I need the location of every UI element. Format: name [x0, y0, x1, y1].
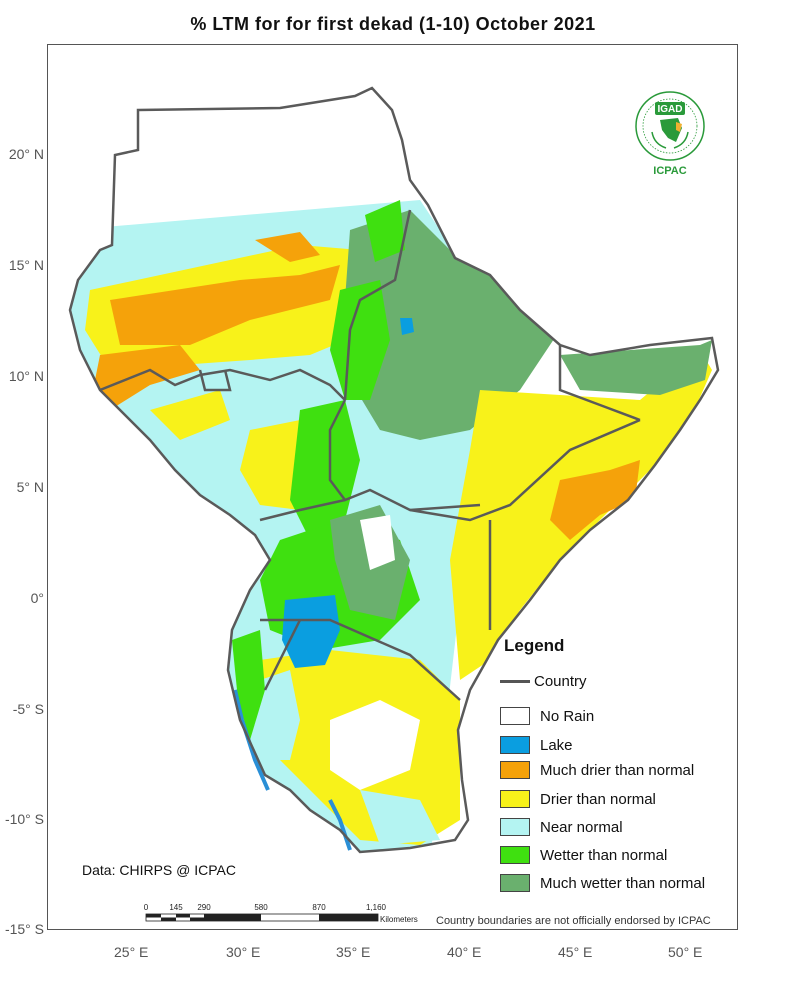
legend-label: Wetter than normal [540, 846, 668, 864]
scale-bar: 0 145 290 580 870 1,160 Kilometers [120, 898, 450, 928]
legend-swatch [500, 761, 530, 779]
legend-label: Drier than normal [540, 790, 656, 808]
scale-tick-label: 580 [254, 903, 268, 912]
map-title: % LTM for for first dekad (1-10) October… [190, 14, 596, 34]
lon-label: 30° E [226, 944, 261, 960]
legend-label: No Rain [540, 707, 595, 725]
legend-title: Legend [504, 636, 565, 655]
lon-label: 40° E [447, 944, 482, 960]
country-boundaries [99, 209, 641, 701]
lat-label: 0° [30, 590, 44, 606]
legend-item: Much drier than normal [500, 759, 694, 781]
country-line-swatch [500, 679, 530, 683]
lon-label: 25° E [114, 944, 149, 960]
scale-unit: Kilometers [380, 915, 418, 924]
lon-label: 35° E [336, 944, 371, 960]
scale-tick-label: 290 [197, 903, 211, 912]
legend-label: Country [534, 672, 587, 690]
legend-swatch [500, 736, 530, 754]
data-credit: Data: CHIRPS @ ICPAC [82, 862, 236, 878]
map-frame [47, 44, 738, 930]
lat-label: 5° N [16, 479, 44, 495]
scale-tick-label: 870 [312, 903, 326, 912]
legend-label: Lake [540, 736, 573, 754]
legend-label: Near normal [540, 818, 623, 836]
lat-label: 15° N [8, 257, 44, 273]
legend-label: Much drier than normal [540, 761, 695, 779]
legend: Legend Country No Rain Lake Much drier t… [498, 630, 738, 902]
legend-swatch [500, 818, 530, 836]
lon-label: 45° E [558, 944, 593, 960]
scale-tick-label: 145 [169, 903, 183, 912]
legend-swatch [500, 846, 530, 864]
disclaimer: Country boundaries are not officially en… [436, 915, 711, 927]
legend-item: Lake [500, 734, 573, 756]
lat-label: -15° S [4, 921, 44, 937]
legend-swatch [500, 790, 530, 808]
legend-item: Much wetter than normal [500, 872, 705, 894]
legend-item-country: Country [500, 670, 587, 692]
igad-logo: IGAD ICPAC [632, 88, 708, 180]
legend-item: Near normal [500, 816, 623, 838]
scale-tick-label: 1,160 [366, 903, 387, 912]
lat-label: -5° S [12, 701, 44, 717]
lat-label: -10° S [4, 811, 44, 827]
lat-label: 10° N [8, 368, 44, 384]
scale-tick-label: 0 [144, 903, 149, 912]
lon-label: 50° E [668, 944, 703, 960]
logo-bottom-text: ICPAC [653, 165, 686, 177]
logo-top-text: IGAD [658, 104, 683, 115]
legend-item: Drier than normal [500, 788, 656, 810]
legend-item: No Rain [500, 705, 594, 727]
lat-label: 20° N [8, 146, 44, 162]
legend-swatch [500, 707, 530, 725]
legend-swatch [500, 874, 530, 892]
legend-label: Much wetter than normal [540, 874, 706, 892]
legend-item: Wetter than normal [500, 844, 667, 866]
